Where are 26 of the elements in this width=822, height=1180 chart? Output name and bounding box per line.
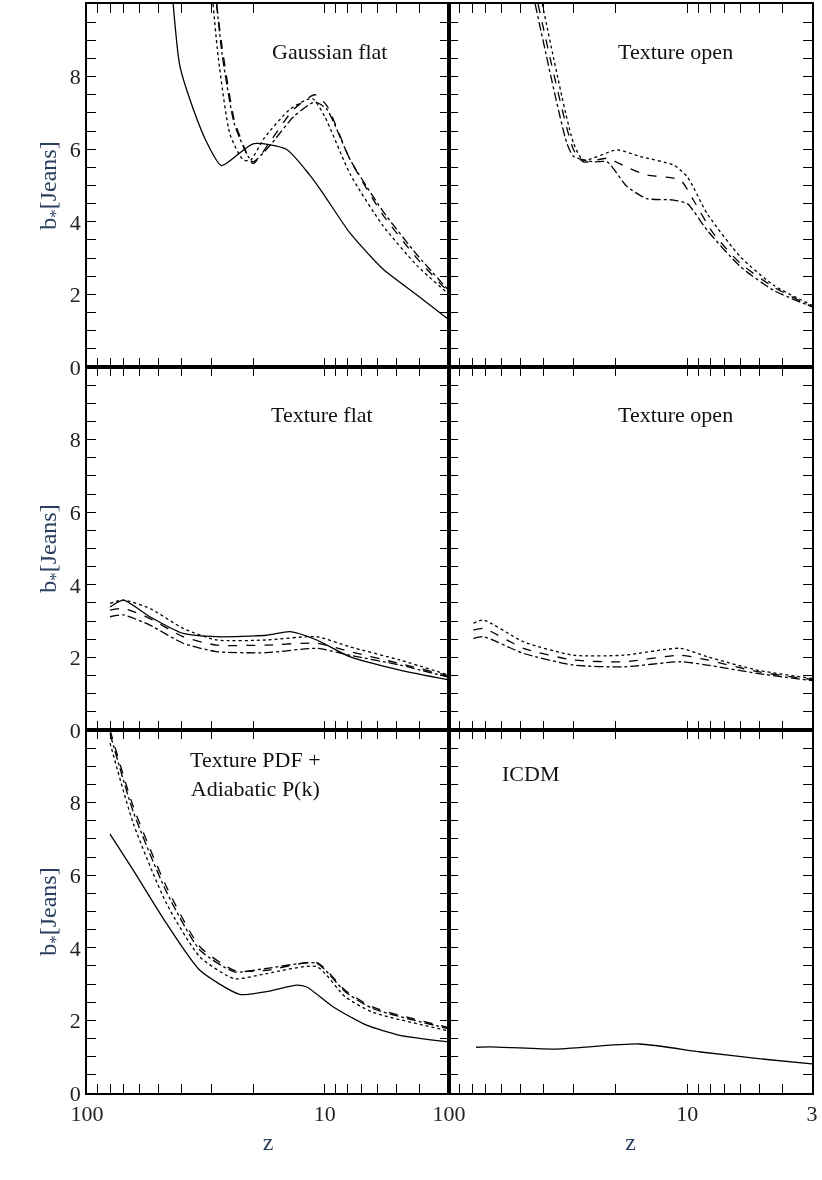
y-tick-label: 8 [69, 427, 81, 453]
y-tick-label: 6 [69, 499, 81, 525]
x-axis-title: z [262, 1128, 274, 1155]
text: Gaussian flat [272, 39, 388, 64]
y-tick-label: 8 [69, 790, 81, 816]
text: Texture open [618, 39, 734, 64]
y-tick-label: 4 [69, 572, 81, 598]
text: Texture open [618, 402, 734, 427]
x-tick-label: 10 [676, 1101, 699, 1127]
y-tick-label: 8 [69, 64, 81, 90]
y-tick-label: 2 [69, 645, 81, 671]
text: ICDM [502, 761, 560, 786]
y-tick-label: 6 [69, 862, 81, 888]
y-tick-label: 4 [69, 209, 81, 235]
text: Texture flat [271, 402, 373, 427]
y-tick-label: 0 [69, 354, 81, 380]
text: Texture PDF + Adiabatic P(k) [190, 747, 321, 801]
x-axis-title: z [625, 1128, 636, 1155]
y-tick-label: 0 [69, 717, 81, 743]
x-tick-label: 3 [806, 1101, 818, 1127]
y-tick-label: 2 [69, 1008, 81, 1034]
y-tick-label: 2 [69, 282, 81, 308]
y-tick-label: 6 [69, 136, 81, 162]
x-tick-label: 10 [313, 1101, 336, 1127]
y-tick-label: 4 [69, 935, 81, 961]
x-tick-label: 100 [432, 1101, 466, 1127]
